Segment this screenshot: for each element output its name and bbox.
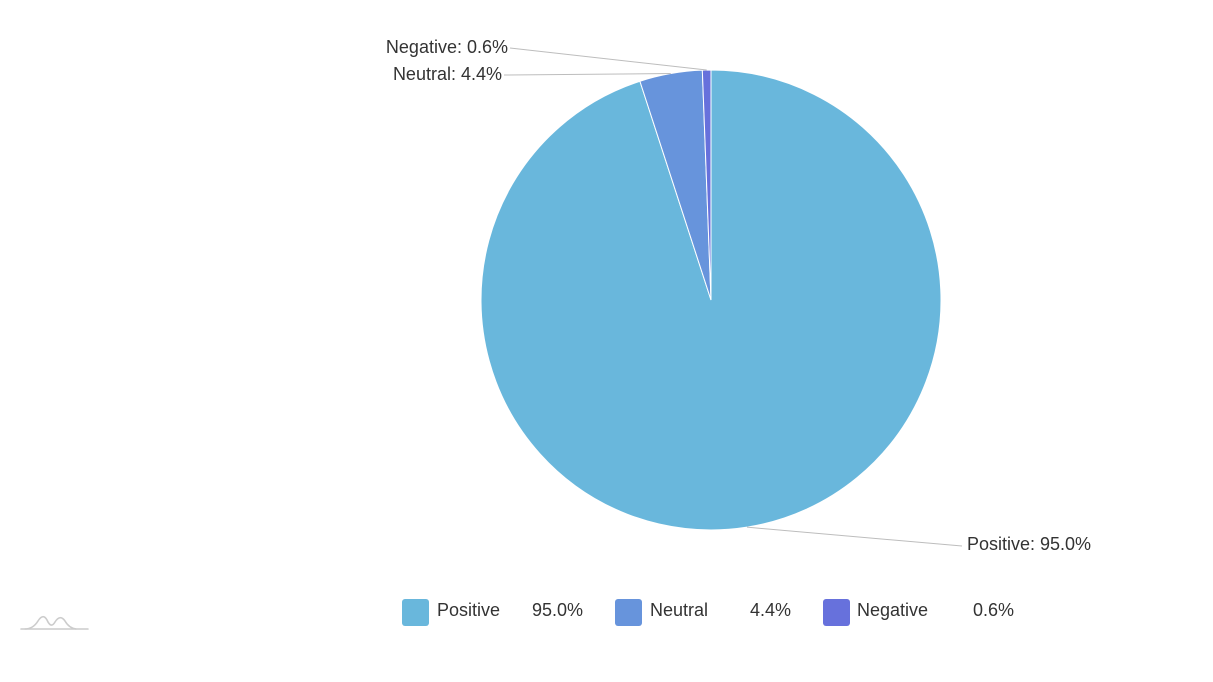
pie-slices (480, 69, 942, 531)
legend-value-negative: 0.6% (973, 600, 1014, 620)
slice-label-positive: Positive: 95.0% (967, 534, 1091, 554)
legend-value-neutral: 4.4% (750, 600, 791, 620)
legend: Positive 95.0% Neutral 4.4% Negative 0.6… (402, 599, 1014, 626)
slice-labels: Positive: 95.0% Neutral: 4.4% Negative: … (386, 37, 1091, 554)
slice-label-negative: Negative: 0.6% (386, 37, 508, 57)
legend-item-negative[interactable]: Negative 0.6% (823, 599, 1014, 626)
chart-logo-icon (20, 615, 89, 630)
legend-swatch-negative (823, 599, 850, 626)
legend-item-neutral[interactable]: Neutral 4.4% (615, 599, 791, 626)
leader-line-positive (746, 526, 963, 547)
leader-line-neutral (503, 73, 671, 76)
leader-line-negative (509, 47, 707, 71)
slice-label-neutral: Neutral: 4.4% (393, 64, 502, 84)
legend-value-positive: 95.0% (532, 600, 583, 620)
legend-item-positive[interactable]: Positive 95.0% (402, 599, 583, 626)
legend-swatch-neutral (615, 599, 642, 626)
legend-swatch-positive (402, 599, 429, 626)
legend-label-neutral: Neutral (650, 600, 708, 620)
legend-label-positive: Positive (437, 600, 500, 620)
leader-lines (503, 47, 963, 547)
legend-label-negative: Negative (857, 600, 928, 620)
